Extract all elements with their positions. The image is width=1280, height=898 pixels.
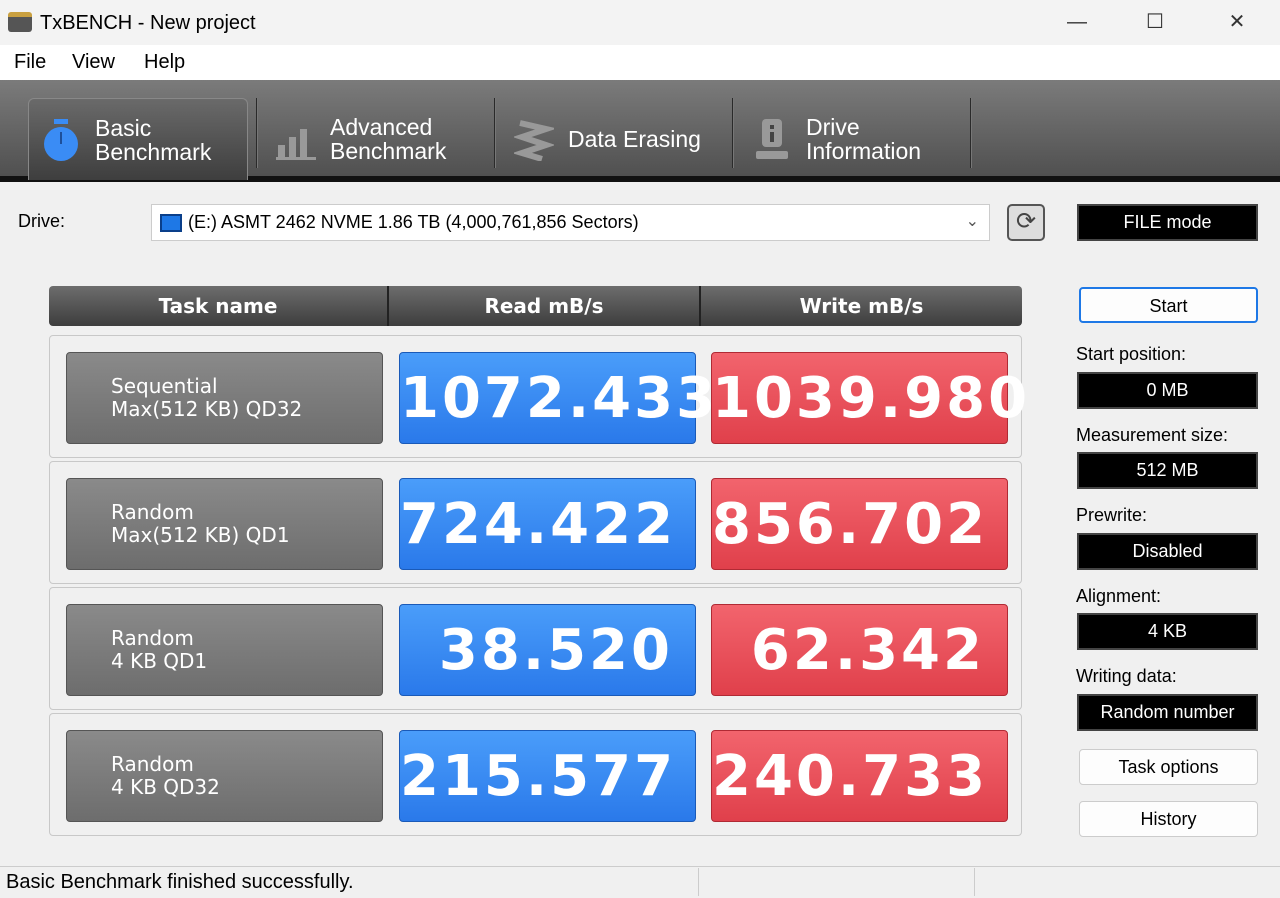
tab-label: Data Erasing — [568, 126, 701, 152]
start-button[interactable]: Start — [1079, 287, 1258, 323]
task-name: Random — [111, 752, 194, 776]
measurement-size-label: Measurement size: — [1076, 425, 1229, 445]
bar-chart-icon — [276, 117, 316, 161]
table-row: Random 4 KB QD1 38.520 62.342 — [49, 587, 1022, 710]
tab-divider — [970, 98, 972, 168]
drive-info-icon — [752, 117, 792, 161]
chevron-down-icon: ⌄ — [965, 213, 979, 230]
write-value: 1039.980 — [711, 352, 1027, 444]
title-bar — [0, 0, 1280, 45]
task-params: 4 KB QD1 — [111, 649, 208, 673]
tab-label-line1: Basic — [95, 114, 152, 141]
header-write: Write mB/s — [799, 294, 924, 318]
task-options-button[interactable]: Task options — [1079, 749, 1258, 785]
read-value: 215.577 — [399, 730, 696, 822]
task-name-button[interactable]: Random Max(512 KB) QD1 — [66, 478, 383, 570]
tab-label-line1: Advanced — [330, 114, 433, 140]
stopwatch-icon — [41, 118, 81, 162]
status-divider — [974, 868, 975, 896]
eraser-spring-icon — [514, 117, 554, 161]
menu-view[interactable]: View — [72, 51, 115, 73]
drive-label: Drive: — [18, 211, 66, 231]
alignment-field[interactable]: 4 KB — [1077, 613, 1258, 650]
write-value: 240.733 — [711, 730, 1008, 822]
refresh-button[interactable]: ⟳ — [1007, 204, 1045, 241]
tab-divider — [732, 98, 734, 168]
table-row: Sequential Max(512 KB) QD32 1072.433 1039… — [49, 335, 1027, 458]
read-value: 724.422 — [399, 478, 696, 570]
menu-file[interactable]: File — [14, 51, 47, 73]
tab-basic-benchmark[interactable]: Basic Benchmark — [28, 98, 248, 180]
table-row: Random Max(512 KB) QD1 724.422 856.702 — [49, 461, 1022, 584]
refresh-icon: ⟳ — [1015, 208, 1037, 235]
status-divider — [698, 868, 699, 896]
task-name-button[interactable]: Sequential Max(512 KB) QD32 — [66, 352, 383, 444]
tab-label-line2: Benchmark — [95, 138, 212, 165]
start-position-field[interactable]: 0 MB — [1077, 372, 1258, 409]
history-button[interactable]: History — [1079, 801, 1258, 837]
tab-label-line2: Benchmark — [330, 138, 447, 164]
mode-indicator: FILE mode — [1077, 204, 1258, 241]
menu-bar — [0, 45, 1280, 80]
task-name: Sequential — [111, 374, 218, 398]
window-title: TxBENCH - New project — [40, 12, 256, 34]
status-bar: Basic Benchmark finished successfully. — [0, 866, 1280, 898]
measurement-size-field[interactable]: 512 MB — [1077, 452, 1258, 489]
writing-data-field[interactable]: Random number — [1077, 694, 1258, 731]
tab-drive-information[interactable]: Drive Information — [740, 98, 970, 180]
drive-icon — [160, 213, 182, 232]
read-value: 1072.433 — [399, 352, 715, 444]
maximize-button[interactable]: ☐ — [1146, 11, 1164, 33]
menu-help[interactable]: Help — [144, 51, 186, 73]
writing-data-label: Writing data: — [1076, 666, 1177, 686]
drive-select[interactable]: (E:) ASMT 2462 NVME 1.86 TB (4,000,761,8… — [151, 204, 990, 241]
task-name-button[interactable]: Random 4 KB QD32 — [66, 730, 383, 822]
write-value: 62.342 — [711, 604, 1008, 696]
tab-divider — [256, 98, 258, 168]
task-name: Random — [111, 500, 194, 524]
app-icon — [8, 12, 32, 32]
tab-data-erasing[interactable]: Data Erasing — [502, 98, 732, 180]
task-name: Random — [111, 626, 194, 650]
task-params: Max(512 KB) QD1 — [111, 523, 290, 547]
task-name-button[interactable]: Random 4 KB QD1 — [66, 604, 383, 696]
tab-label-line1: Drive — [806, 114, 860, 140]
header-task-name: Task name — [49, 286, 389, 326]
task-params: Max(512 KB) QD32 — [111, 397, 303, 421]
prewrite-label: Prewrite: — [1076, 505, 1148, 525]
tab-label-line2: Information — [806, 138, 922, 164]
header-read: Read mB/s — [389, 286, 701, 326]
minimize-button[interactable]: — — [1067, 11, 1087, 33]
tab-advanced-benchmark[interactable]: Advanced Benchmark — [264, 98, 494, 180]
prewrite-field[interactable]: Disabled — [1077, 533, 1258, 570]
alignment-label: Alignment: — [1076, 586, 1162, 606]
write-value: 856.702 — [711, 478, 1008, 570]
tab-divider — [494, 98, 496, 168]
read-value: 38.520 — [399, 604, 696, 696]
drive-value: (E:) ASMT 2462 NVME 1.86 TB (4,000,761,8… — [188, 212, 639, 232]
table-header: Task name Read mB/s Write mB/s — [49, 286, 1022, 326]
close-button[interactable]: ✕ — [1228, 11, 1246, 33]
task-params: 4 KB QD32 — [111, 775, 220, 799]
table-row: Random 4 KB QD32 215.577 240.733 — [49, 713, 1022, 836]
start-position-label: Start position: — [1076, 344, 1187, 364]
